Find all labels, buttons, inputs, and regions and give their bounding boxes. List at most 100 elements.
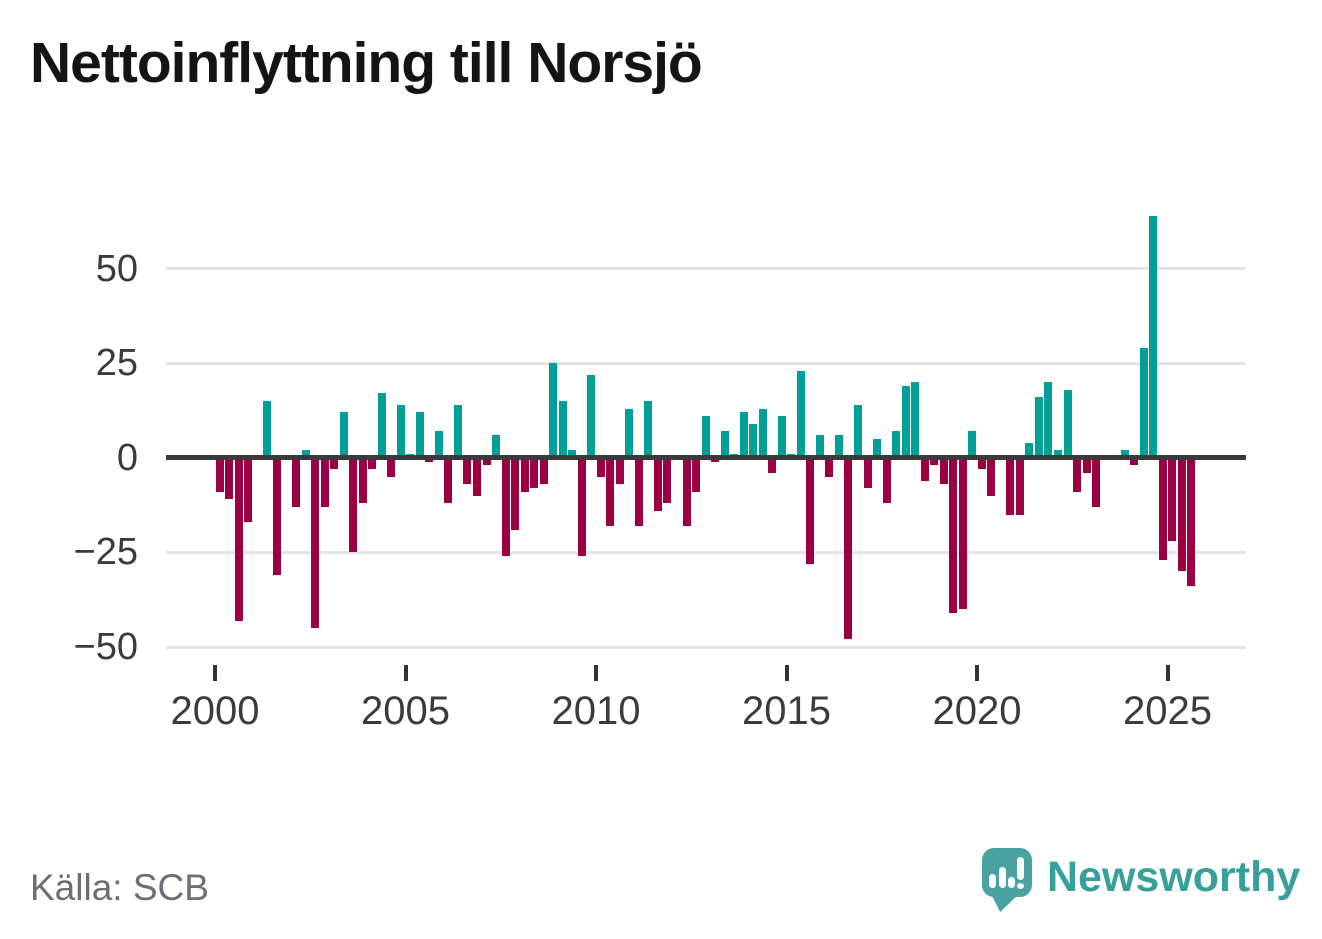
bar-2022-q3: [1073, 457, 1082, 492]
x-axis-tick-label: 2020: [932, 689, 1022, 733]
x-axis-tick-label: 2000: [170, 689, 260, 733]
logo-chart-bar-icon: [998, 867, 1006, 888]
bar-2003-q4: [358, 457, 367, 504]
bar-2004-q4: [396, 404, 405, 458]
bar-2015-q2: [796, 370, 805, 458]
bar-2009-q2: [568, 450, 577, 458]
bar-2014-q4: [777, 416, 786, 458]
bar-2021-q4: [1044, 382, 1053, 458]
bar-2007-q3: [501, 457, 510, 557]
bar-2006-q3: [463, 457, 472, 485]
bar-2014-q3: [768, 457, 777, 473]
bar-2001-q2: [263, 401, 272, 458]
y-axis-tick-label: 50: [95, 247, 138, 290]
bar-2012-q4: [701, 416, 710, 458]
bar-2019-q4: [968, 431, 977, 458]
y-axis-tick-label: 0: [116, 436, 138, 479]
bar-2016-q1: [825, 457, 834, 477]
x-axis-tick-label: 2025: [1123, 689, 1212, 733]
bar-2003-q2: [339, 412, 348, 458]
y-axis-tick-label: −25: [73, 531, 138, 574]
bar-2010-q2: [606, 457, 615, 526]
y-axis-tick-label: −50: [73, 626, 138, 668]
bar-2000-q4: [244, 457, 253, 523]
bar-2020-q2: [987, 457, 996, 496]
bar-2010-q1: [596, 457, 605, 477]
bar-2009-q1: [558, 401, 567, 458]
bar-2019-q3: [958, 457, 967, 610]
bar-2023-q1: [1092, 457, 1101, 507]
bar-2024-q1: [1130, 457, 1139, 466]
bar-2007-q4: [511, 457, 520, 530]
bar-2014-q2: [758, 408, 767, 458]
bar-2012-q2: [682, 457, 691, 526]
bar-2019-q2: [949, 457, 958, 613]
bar-2021-q1: [1015, 457, 1024, 515]
bar-2024-q3: [1149, 215, 1158, 458]
gridline-−25: [166, 550, 1246, 554]
bar-2015-q4: [815, 435, 824, 458]
bar-2007-q1: [482, 457, 491, 466]
bar-2009-q4: [587, 374, 596, 458]
bar-2017-q4: [892, 431, 901, 458]
bar-2008-q4: [549, 363, 558, 458]
x-axis-tick: [403, 665, 408, 681]
x-axis-tick: [784, 665, 789, 681]
bar-2004-q2: [377, 393, 386, 458]
bar-2023-q4: [1120, 450, 1129, 458]
bar-2022-q2: [1063, 389, 1072, 458]
bar-2021-q2: [1025, 442, 1034, 458]
logo-speech-bubble-tail: [990, 893, 1020, 912]
bar-2017-q3: [882, 457, 891, 504]
bar-2008-q3: [539, 457, 548, 485]
x-axis-tick: [975, 665, 979, 681]
bar-2025-q3: [1187, 457, 1196, 587]
bar-2017-q2: [873, 438, 882, 458]
bar-2025-q2: [1177, 457, 1186, 572]
logo-exclamation-dot-icon: [1017, 883, 1024, 889]
bar-2006-q4: [472, 457, 481, 496]
bar-2000-q1: [215, 457, 224, 492]
bar-2005-q4: [434, 431, 443, 458]
bar-2000-q3: [234, 457, 243, 621]
bar-2011-q2: [644, 401, 653, 458]
bar-2004-q1: [368, 457, 377, 470]
bar-2011-q1: [634, 457, 643, 526]
bar-2008-q2: [530, 457, 539, 489]
bar-2020-q4: [1006, 457, 1015, 515]
bar-2016-q4: [853, 404, 862, 458]
logo-chart-bar-icon: [1008, 877, 1015, 888]
bar-2020-q1: [977, 457, 986, 470]
y-axis-tick-label: 25: [95, 342, 138, 385]
logo-text: Newsworthy: [1047, 853, 1301, 901]
bar-2014-q1: [749, 423, 758, 458]
bar-2003-q3: [349, 457, 358, 553]
bar-2022-q4: [1082, 457, 1091, 473]
bar-2024-q2: [1139, 348, 1148, 458]
bar-2002-q2: [301, 450, 310, 458]
bar-2019-q1: [939, 457, 948, 485]
bar-2004-q3: [387, 457, 396, 477]
bar-2018-q2: [911, 382, 920, 458]
bar-2000-q2: [225, 457, 234, 500]
bar-2006-q2: [453, 404, 462, 458]
chart-title: Nettoinflyttning till Norsjö: [30, 31, 703, 95]
x-axis-tick-label: 2005: [361, 689, 450, 733]
bar-2010-q3: [615, 457, 624, 485]
bar-2011-q3: [653, 457, 662, 511]
bar-2021-q3: [1034, 397, 1043, 458]
x-axis-tick: [213, 665, 217, 681]
bar-2018-q4: [930, 457, 939, 466]
bar-2007-q2: [492, 435, 501, 458]
bar-2012-q3: [692, 457, 701, 492]
bar-2002-q1: [292, 457, 300, 507]
bar-2013-q2: [720, 431, 729, 458]
bar-2009-q3: [577, 457, 586, 557]
bar-2005-q2: [415, 412, 424, 458]
bar-2011-q4: [663, 457, 672, 504]
x-axis-tick-label: 2015: [742, 689, 831, 733]
bar-2017-q1: [863, 457, 872, 489]
bar-2016-q2: [834, 435, 843, 458]
bar-2024-q4: [1158, 457, 1167, 560]
